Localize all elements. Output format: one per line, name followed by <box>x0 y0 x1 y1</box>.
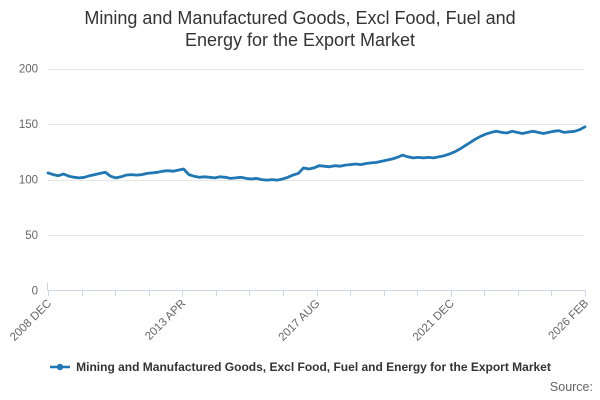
legend-line-marker-icon[interactable] <box>49 360 71 374</box>
gridlines <box>48 69 585 236</box>
series-path[interactable] <box>46 125 587 182</box>
y-axis-label: 0 <box>32 286 38 298</box>
x-axis-labels: 2008 DEC 2013 APR 2017 AUG 2021 DEC 2026 FEB <box>8 297 591 343</box>
x-axis-label: 2017 AUG <box>277 298 323 344</box>
x-axis-label: 2021 DEC <box>411 298 457 344</box>
legend-label[interactable]: Mining and Manufactured Goods, Excl Food… <box>76 360 551 374</box>
x-axis-label: 2008 DEC <box>8 298 54 344</box>
chart-title: Mining and Manufactured Goods, Excl Food… <box>84 8 516 50</box>
x-axis-label: 2013 APR <box>143 298 188 343</box>
y-axis-label: 150 <box>19 119 38 131</box>
y-axis-label: 200 <box>19 64 38 76</box>
x-axis <box>47 282 586 297</box>
legend: Mining and Manufactured Goods, Excl Food… <box>0 358 600 376</box>
plot-svg[interactable]: 0 50 100 150 200 2008 DEC 2013 APR 2017 AUG 202… <box>0 0 600 355</box>
source-label: Source: <box>549 380 593 394</box>
y-axis-label: 100 <box>19 175 38 187</box>
y-axis-labels: 0 50 100 150 200 <box>19 64 38 298</box>
series-line[interactable] <box>46 125 587 182</box>
y-axis-label: 50 <box>25 230 38 242</box>
x-axis-label: 2026 FEB <box>546 297 591 342</box>
